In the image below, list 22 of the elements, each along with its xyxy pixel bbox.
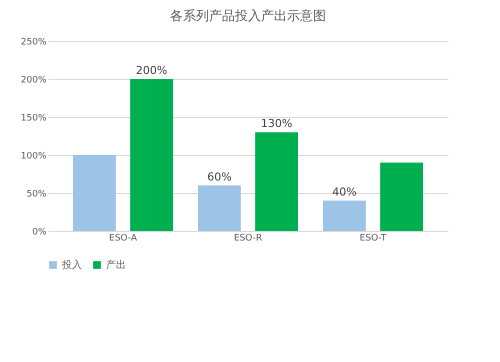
y-tick-label: 100% bbox=[20, 152, 47, 162]
y-tick-label: 0% bbox=[32, 228, 47, 238]
data-label: 40% bbox=[332, 186, 357, 199]
y-tick-label: 200% bbox=[20, 76, 47, 86]
bar bbox=[73, 155, 116, 231]
bar bbox=[130, 79, 173, 231]
y-tick-label: 250% bbox=[20, 38, 47, 48]
bar bbox=[380, 162, 423, 231]
chart-title: 各系列产品投入产出示意图 bbox=[170, 9, 326, 24]
data-label: 130% bbox=[260, 117, 292, 130]
y-tick-label: 50% bbox=[26, 190, 47, 200]
legend-label: 产出 bbox=[106, 259, 126, 271]
legend-label: 投入 bbox=[61, 259, 82, 271]
bar bbox=[255, 132, 298, 231]
data-label: 200% bbox=[136, 64, 168, 77]
bar bbox=[323, 200, 366, 231]
x-tick-label: ESO-R bbox=[234, 234, 262, 244]
x-tick-label: ESO-T bbox=[360, 234, 387, 244]
bar bbox=[198, 185, 241, 231]
x-tick-label: ESO-A bbox=[109, 234, 138, 244]
data-label: 60% bbox=[207, 170, 232, 184]
y-tick-label: 150% bbox=[20, 114, 47, 124]
